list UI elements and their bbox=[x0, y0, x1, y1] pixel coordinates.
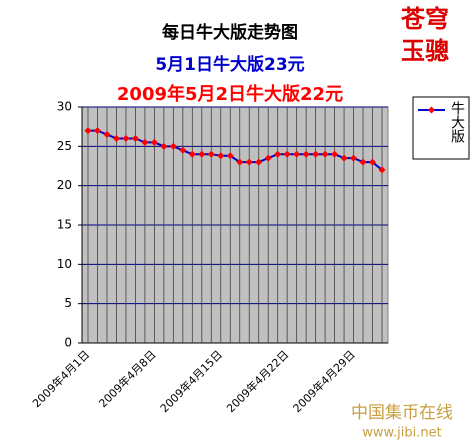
point-marker bbox=[122, 134, 130, 142]
y-tick-label: 30 bbox=[57, 100, 72, 114]
point-marker bbox=[350, 154, 358, 162]
point-marker bbox=[198, 150, 206, 158]
legend-label: 牛大版 bbox=[449, 101, 465, 144]
point-marker bbox=[302, 150, 310, 158]
point-marker bbox=[217, 152, 225, 160]
legend-marker bbox=[428, 106, 435, 114]
y-tick-label: 0 bbox=[64, 336, 72, 350]
point-marker bbox=[340, 154, 348, 162]
point-marker bbox=[236, 158, 244, 166]
point-marker bbox=[274, 150, 282, 158]
point-marker bbox=[93, 127, 101, 135]
point-marker bbox=[160, 142, 168, 150]
point-marker bbox=[141, 138, 149, 146]
point-marker bbox=[255, 158, 263, 166]
chart-subtitle: 5月1日牛大版23元 bbox=[155, 54, 304, 75]
y-tick-label: 5 bbox=[64, 296, 72, 310]
chart-subtitle: 2009年5月2日牛大版22元 bbox=[117, 83, 343, 105]
point-marker bbox=[131, 134, 139, 142]
point-marker bbox=[378, 166, 386, 174]
watermark-name: 中国集币在线 bbox=[351, 403, 453, 423]
y-tick-label: 10 bbox=[57, 257, 72, 271]
y-tick-label: 20 bbox=[57, 178, 72, 192]
watermark-url: www.jibi.net bbox=[362, 426, 441, 441]
point-marker bbox=[283, 150, 291, 158]
point-marker bbox=[369, 158, 377, 166]
point-marker bbox=[293, 150, 301, 158]
chart-title: 每日牛大版走势图 bbox=[162, 22, 298, 43]
point-marker bbox=[103, 131, 111, 139]
point-marker bbox=[84, 127, 92, 135]
point-marker bbox=[226, 152, 234, 160]
y-tick-label: 15 bbox=[57, 218, 72, 232]
point-marker bbox=[150, 138, 158, 146]
point-marker bbox=[169, 142, 177, 150]
point-marker bbox=[207, 150, 215, 158]
point-marker bbox=[245, 158, 253, 166]
point-marker bbox=[312, 150, 320, 158]
logo-text: 玉骢 bbox=[401, 37, 449, 65]
y-tick-label: 25 bbox=[57, 139, 72, 153]
logo-text: 苍穹 bbox=[400, 5, 449, 33]
point-marker bbox=[321, 150, 329, 158]
point-marker bbox=[112, 134, 120, 142]
point-marker bbox=[359, 158, 367, 166]
point-marker bbox=[331, 150, 339, 158]
point-marker bbox=[264, 154, 272, 162]
point-marker bbox=[179, 146, 187, 154]
point-marker bbox=[188, 150, 196, 158]
legend-box bbox=[412, 96, 470, 160]
